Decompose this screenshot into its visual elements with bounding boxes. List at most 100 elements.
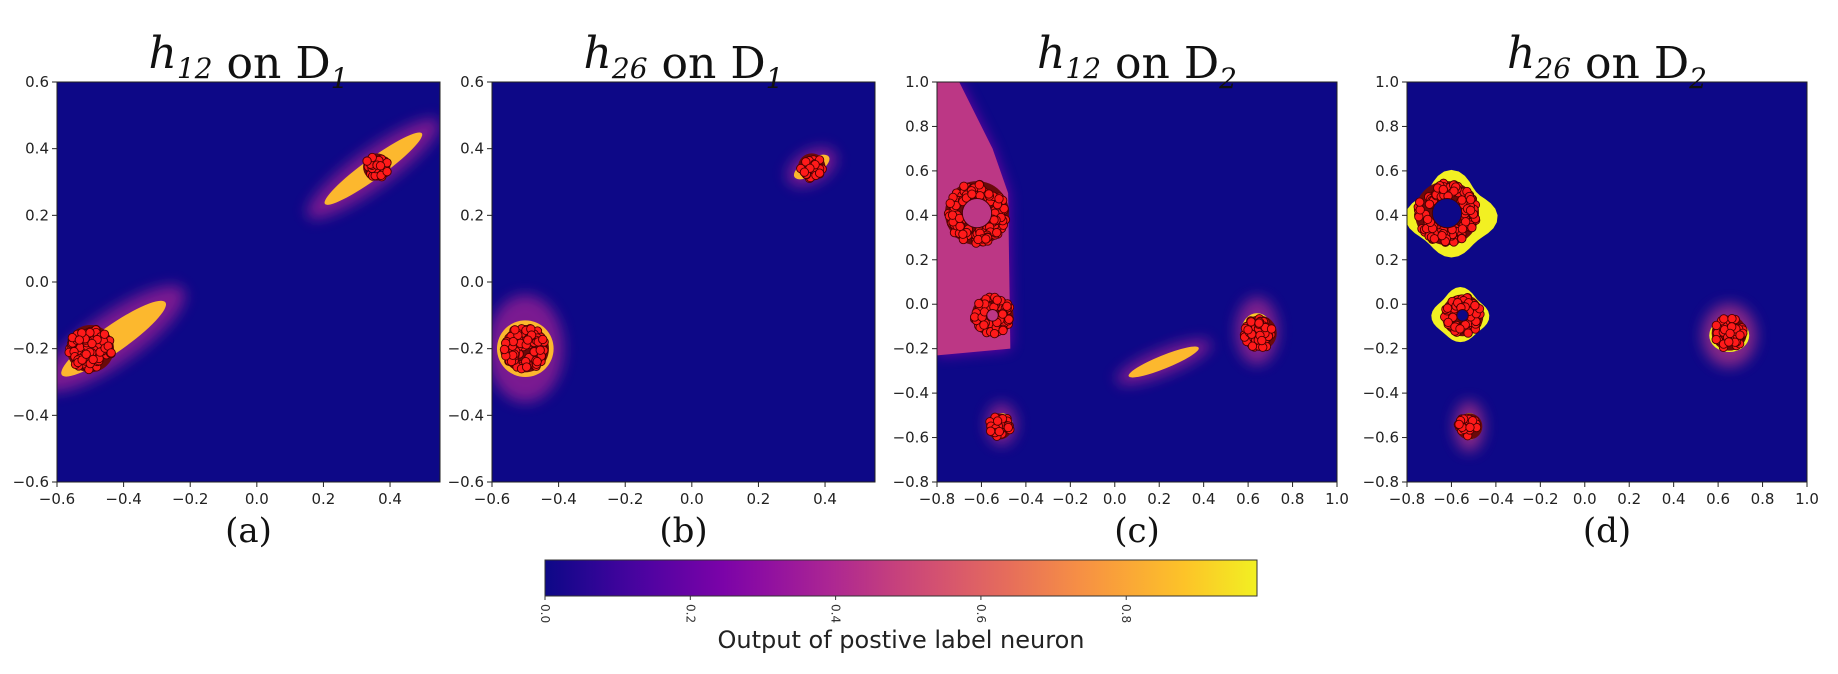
point-cluster xyxy=(1413,178,1481,247)
y-tick-label: 1.0 xyxy=(905,73,929,91)
y-tick-label: −0.6 xyxy=(448,473,484,491)
point-cluster xyxy=(1711,313,1748,353)
point-cluster xyxy=(943,179,1011,248)
panel-title: h26 on D1 xyxy=(584,28,784,95)
x-tick-label: −0.4 xyxy=(540,490,576,508)
point-cluster xyxy=(1453,413,1483,441)
x-tick-label: −0.4 xyxy=(105,490,141,508)
y-tick-label: 0.0 xyxy=(460,273,484,291)
colorbar: 0.0 0.2 0.4 0.6 0.8 Output of postive label n… xyxy=(538,559,1258,654)
point-cluster xyxy=(985,412,1015,441)
y-tick-label: 0.8 xyxy=(905,117,929,135)
panel-caption: (c) xyxy=(1114,511,1160,551)
panel-caption: (d) xyxy=(1583,511,1631,551)
y-tick-label: −0.6 xyxy=(893,429,929,447)
y-tick-label: 0.4 xyxy=(25,140,49,158)
x-tick-label: 1.0 xyxy=(1325,490,1349,508)
y-tick-label: −0.4 xyxy=(1363,384,1399,402)
x-tick-label: 0.0 xyxy=(1573,490,1597,508)
x-tick-label: 0.2 xyxy=(312,490,336,508)
x-tick-label: 0.2 xyxy=(747,490,771,508)
panel-title: h12 on D2 xyxy=(1037,28,1237,95)
y-tick-label: −0.4 xyxy=(448,406,484,424)
colorbar-tick-label: 0.0 xyxy=(538,604,552,623)
point-cluster xyxy=(1439,293,1485,338)
y-tick-label: 0.4 xyxy=(1375,206,1399,224)
x-tick-label: 0.6 xyxy=(1706,490,1730,508)
x-tick-label: 0.2 xyxy=(1617,490,1641,508)
heatmap-background xyxy=(492,82,875,482)
x-tick-label: 0.0 xyxy=(680,490,704,508)
panel-caption: (b) xyxy=(659,511,707,551)
x-tick-label: −0.2 xyxy=(172,490,208,508)
y-tick-label: 0.2 xyxy=(460,206,484,224)
x-tick-label: −0.2 xyxy=(1052,490,1088,508)
point-cluster xyxy=(1239,314,1277,352)
y-tick-label: −0.8 xyxy=(893,473,929,491)
y-tick-label: −0.2 xyxy=(448,340,484,358)
y-tick-label: −0.2 xyxy=(893,340,929,358)
point-cluster xyxy=(362,152,392,182)
y-tick-label: 0.4 xyxy=(460,140,484,158)
x-tick-label: 0.0 xyxy=(1103,490,1127,508)
colorbar-tick-label: 0.6 xyxy=(974,604,988,623)
y-tick-label: −0.4 xyxy=(13,406,49,424)
y-tick-label: −0.6 xyxy=(13,473,49,491)
x-tick-label: 0.2 xyxy=(1147,490,1171,508)
y-tick-label: −0.6 xyxy=(1363,429,1399,447)
x-tick-label: −0.8 xyxy=(919,490,955,508)
x-tick-label: 0.8 xyxy=(1751,490,1775,508)
x-tick-label: −0.6 xyxy=(474,490,510,508)
panel-caption: (a) xyxy=(225,511,272,551)
x-tick-label: 0.8 xyxy=(1281,490,1305,508)
y-tick-label: 1.0 xyxy=(1375,73,1399,91)
panel-title: h12 on D1 xyxy=(149,28,349,95)
panel-title: h26 on D2 xyxy=(1507,28,1707,95)
y-tick-label: 0.6 xyxy=(1375,162,1399,180)
y-tick-label: −0.2 xyxy=(13,340,49,358)
y-tick-label: 0.4 xyxy=(905,206,929,224)
y-tick-label: 0.2 xyxy=(905,251,929,269)
y-tick-label: 0.0 xyxy=(1375,295,1399,313)
y-tick-label: 0.6 xyxy=(25,73,49,91)
x-tick-label: 0.0 xyxy=(245,490,269,508)
panel-d: −0.8 −0.6 −0.4 −0.2 0.0 0.2 0.4 0.6 0.8 1.0 −0.8 −0… xyxy=(1363,28,1819,551)
y-tick-label: 0.2 xyxy=(25,206,49,224)
colorbar-gradient xyxy=(544,559,1258,597)
x-tick-label: 0.6 xyxy=(1236,490,1260,508)
colorbar-label: Output of postive label neuron xyxy=(718,626,1085,654)
x-tick-label: 0.4 xyxy=(1192,490,1216,508)
x-tick-label: 0.4 xyxy=(378,490,402,508)
x-tick-label: −0.6 xyxy=(39,490,75,508)
point-cluster xyxy=(64,324,116,375)
y-tick-label: −0.2 xyxy=(1363,340,1399,358)
x-tick-label: −0.6 xyxy=(963,490,999,508)
activation-region xyxy=(1116,339,1212,385)
colorbar-tick-label: 0.4 xyxy=(829,604,843,623)
colorbar-tick-label: 0.8 xyxy=(1119,604,1133,623)
y-tick-label: 0.2 xyxy=(1375,251,1399,269)
x-tick-label: 1.0 xyxy=(1795,490,1819,508)
y-tick-label: −0.8 xyxy=(1363,473,1399,491)
x-tick-label: −0.2 xyxy=(607,490,643,508)
x-tick-label: −0.4 xyxy=(1008,490,1044,508)
x-tick-label: −0.6 xyxy=(1433,490,1469,508)
y-tick-label: −0.4 xyxy=(893,384,929,402)
point-cluster xyxy=(970,292,1015,339)
x-tick-label: 0.4 xyxy=(1662,490,1686,508)
plot-frame xyxy=(936,81,1338,483)
x-tick-label: −0.8 xyxy=(1389,490,1425,508)
x-tick-label: −0.4 xyxy=(1478,490,1514,508)
point-cluster xyxy=(796,153,827,183)
colorbar-tick-label: 0.2 xyxy=(683,604,697,623)
y-tick-label: 0.6 xyxy=(905,162,929,180)
panel-c: −0.8 −0.6 −0.4 −0.2 0.0 0.2 0.4 0.6 0.8 1.0 −0.8 −0… xyxy=(893,28,1349,551)
panel-a: −0.6 −0.4 −0.2 0.0 0.2 0.4 −0.6 −0.4 −0.2 0.0 0.2 0… xyxy=(13,28,441,551)
y-tick-label: 0.0 xyxy=(25,273,49,291)
y-tick-label: 0.0 xyxy=(905,295,929,313)
x-tick-label: −0.2 xyxy=(1522,490,1558,508)
y-tick-label: 0.6 xyxy=(460,73,484,91)
panel-b: −0.6 −0.4 −0.2 0.0 0.2 0.4 −0.6 −0.4 −0.2 0.0 0.2 0… xyxy=(448,28,876,551)
y-tick-label: 0.8 xyxy=(1375,117,1399,135)
